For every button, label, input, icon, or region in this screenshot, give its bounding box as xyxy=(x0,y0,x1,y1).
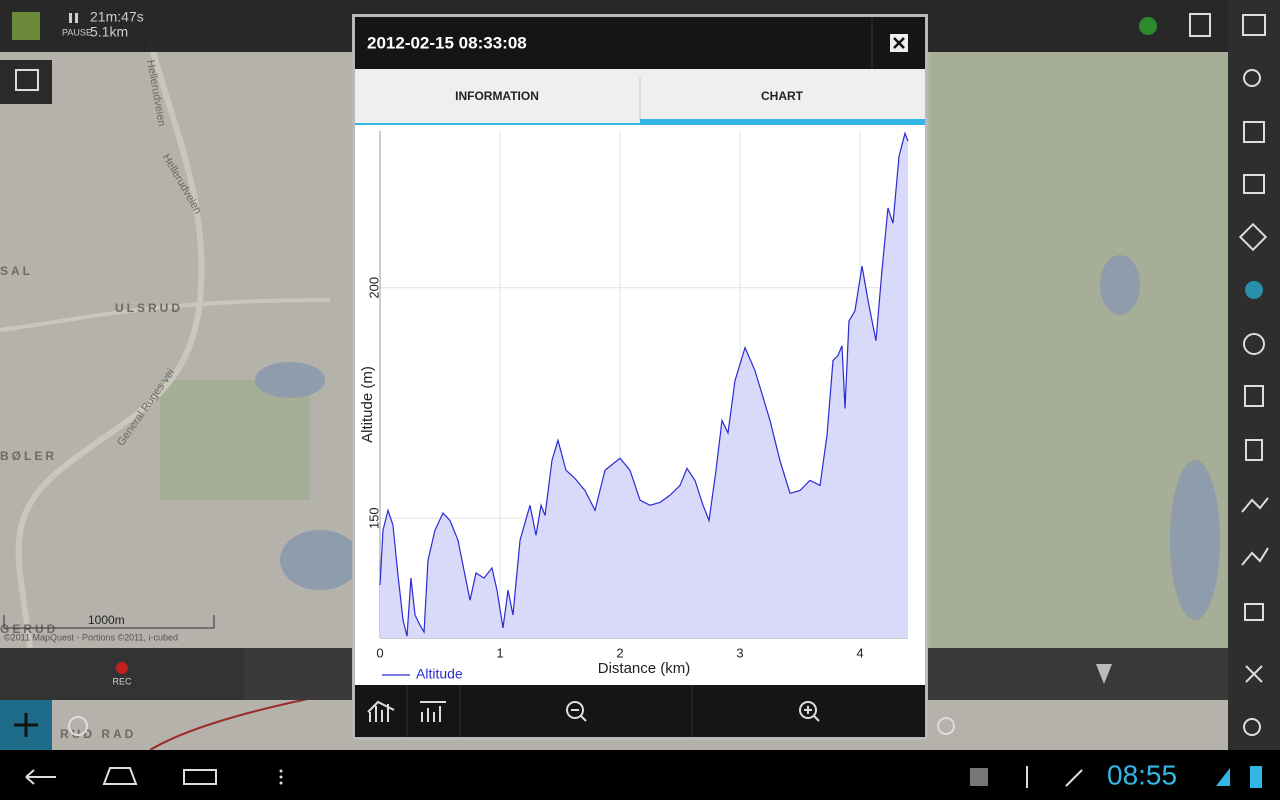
list-icon[interactable] xyxy=(1243,121,1265,143)
y-tick-label: 200 xyxy=(366,277,381,299)
layer-button[interactable] xyxy=(0,60,52,104)
search-icon[interactable] xyxy=(1243,69,1261,87)
tab[interactable]: INFORMATION xyxy=(455,89,539,103)
clock: 08:55 xyxy=(1107,759,1177,790)
battery-icon xyxy=(1250,766,1262,788)
map-label: SAL xyxy=(0,264,33,278)
shop-icon[interactable] xyxy=(1244,603,1264,621)
zoom-in-icon xyxy=(804,706,820,722)
photo-icon[interactable] xyxy=(1243,174,1265,194)
chart-mode-button[interactable] xyxy=(367,700,395,722)
close-icon[interactable] xyxy=(1245,665,1263,683)
rotate-icon[interactable] xyxy=(68,716,88,736)
pause-icon[interactable] xyxy=(75,13,78,23)
attribution: ©2011 MapQuest - Portions ©2011, i-cubed xyxy=(4,632,178,642)
map-label: ULSRUD xyxy=(115,301,183,315)
zoom-out-icon xyxy=(571,709,587,722)
tab-underline xyxy=(355,123,640,125)
map-park xyxy=(160,380,310,500)
lock-icon[interactable] xyxy=(1243,718,1261,736)
x-tick-label: 0 xyxy=(376,645,383,660)
scale-bar xyxy=(3,615,215,629)
map-lake xyxy=(1170,460,1220,620)
zoom-icon[interactable] xyxy=(937,717,955,735)
track-distance: 5.1km xyxy=(90,24,128,40)
menu-button[interactable] xyxy=(279,781,283,785)
map-label: GERUD xyxy=(0,622,58,636)
x-tick-label: 2 xyxy=(616,645,623,660)
map-lake xyxy=(1100,255,1140,315)
tab-indicator xyxy=(640,119,925,125)
scale-label: 1000m xyxy=(88,613,125,627)
rec-icon[interactable] xyxy=(116,662,128,674)
track-time: 21m:47s xyxy=(90,9,144,25)
rec-label[interactable]: REC xyxy=(112,676,132,686)
track-state: PAUSE xyxy=(62,27,92,37)
rec-track-icon[interactable] xyxy=(1241,497,1269,513)
map-label: BØLER xyxy=(0,449,57,463)
wifi-icon xyxy=(1216,768,1230,786)
map-road xyxy=(15,39,205,649)
data-icon[interactable] xyxy=(1189,13,1211,37)
map-lake xyxy=(280,530,360,590)
x-tick-label: 1 xyxy=(496,645,503,660)
dialog-header xyxy=(355,17,925,69)
map-label: RUD RAD xyxy=(60,727,136,741)
chart: 0 1 2 3 4 150 200 Distance (km) Altitude (m) Alti… xyxy=(359,131,909,682)
pan-icon xyxy=(14,713,38,737)
map-lake xyxy=(255,362,325,398)
sd-icon[interactable] xyxy=(1245,439,1263,461)
map-icon[interactable] xyxy=(1242,14,1266,36)
menu-button[interactable] xyxy=(279,769,283,773)
x-tick-label: 3 xyxy=(736,645,743,660)
sidebar-icons xyxy=(1238,14,1269,736)
android-icon xyxy=(970,768,988,786)
edit-icon xyxy=(1065,769,1083,787)
system-bar xyxy=(0,750,1280,800)
tab[interactable]: CHART xyxy=(761,89,804,103)
recents-button[interactable] xyxy=(183,769,217,785)
y-axis-title: Altitude (m) xyxy=(359,366,376,443)
nav-icon[interactable] xyxy=(1243,333,1265,355)
add-poi-icon[interactable] xyxy=(1096,664,1112,684)
pause-icon[interactable] xyxy=(69,13,72,23)
sidebar xyxy=(1228,0,1280,750)
legend-label: Altitude xyxy=(416,666,463,682)
back-button[interactable] xyxy=(25,769,56,785)
edit-track-icon[interactable] xyxy=(1241,547,1269,566)
line xyxy=(379,131,909,637)
menu-button[interactable] xyxy=(279,775,283,779)
dialog-title: 2012-02-15 08:33:08 xyxy=(367,33,527,52)
gps-icon[interactable] xyxy=(1139,17,1157,35)
chart-axis-button[interactable] xyxy=(420,701,446,722)
chart-toolbar xyxy=(355,685,925,737)
home-button[interactable] xyxy=(102,767,138,785)
zoom-in-button[interactable] xyxy=(799,701,817,719)
x-axis-title: Distance (km) xyxy=(598,660,691,677)
y-tick-label: 150 xyxy=(366,507,381,529)
route-icon[interactable] xyxy=(1238,222,1268,252)
x-tick-label: 4 xyxy=(856,645,863,660)
layer-icon xyxy=(15,69,39,91)
zoom-out-button[interactable] xyxy=(566,701,584,719)
alert-icon[interactable] xyxy=(1244,385,1264,407)
area-fill xyxy=(380,133,908,638)
globe-icon[interactable] xyxy=(1245,281,1263,299)
app-icon[interactable] xyxy=(12,12,40,40)
map-road xyxy=(0,298,331,332)
close-icon xyxy=(893,37,905,49)
